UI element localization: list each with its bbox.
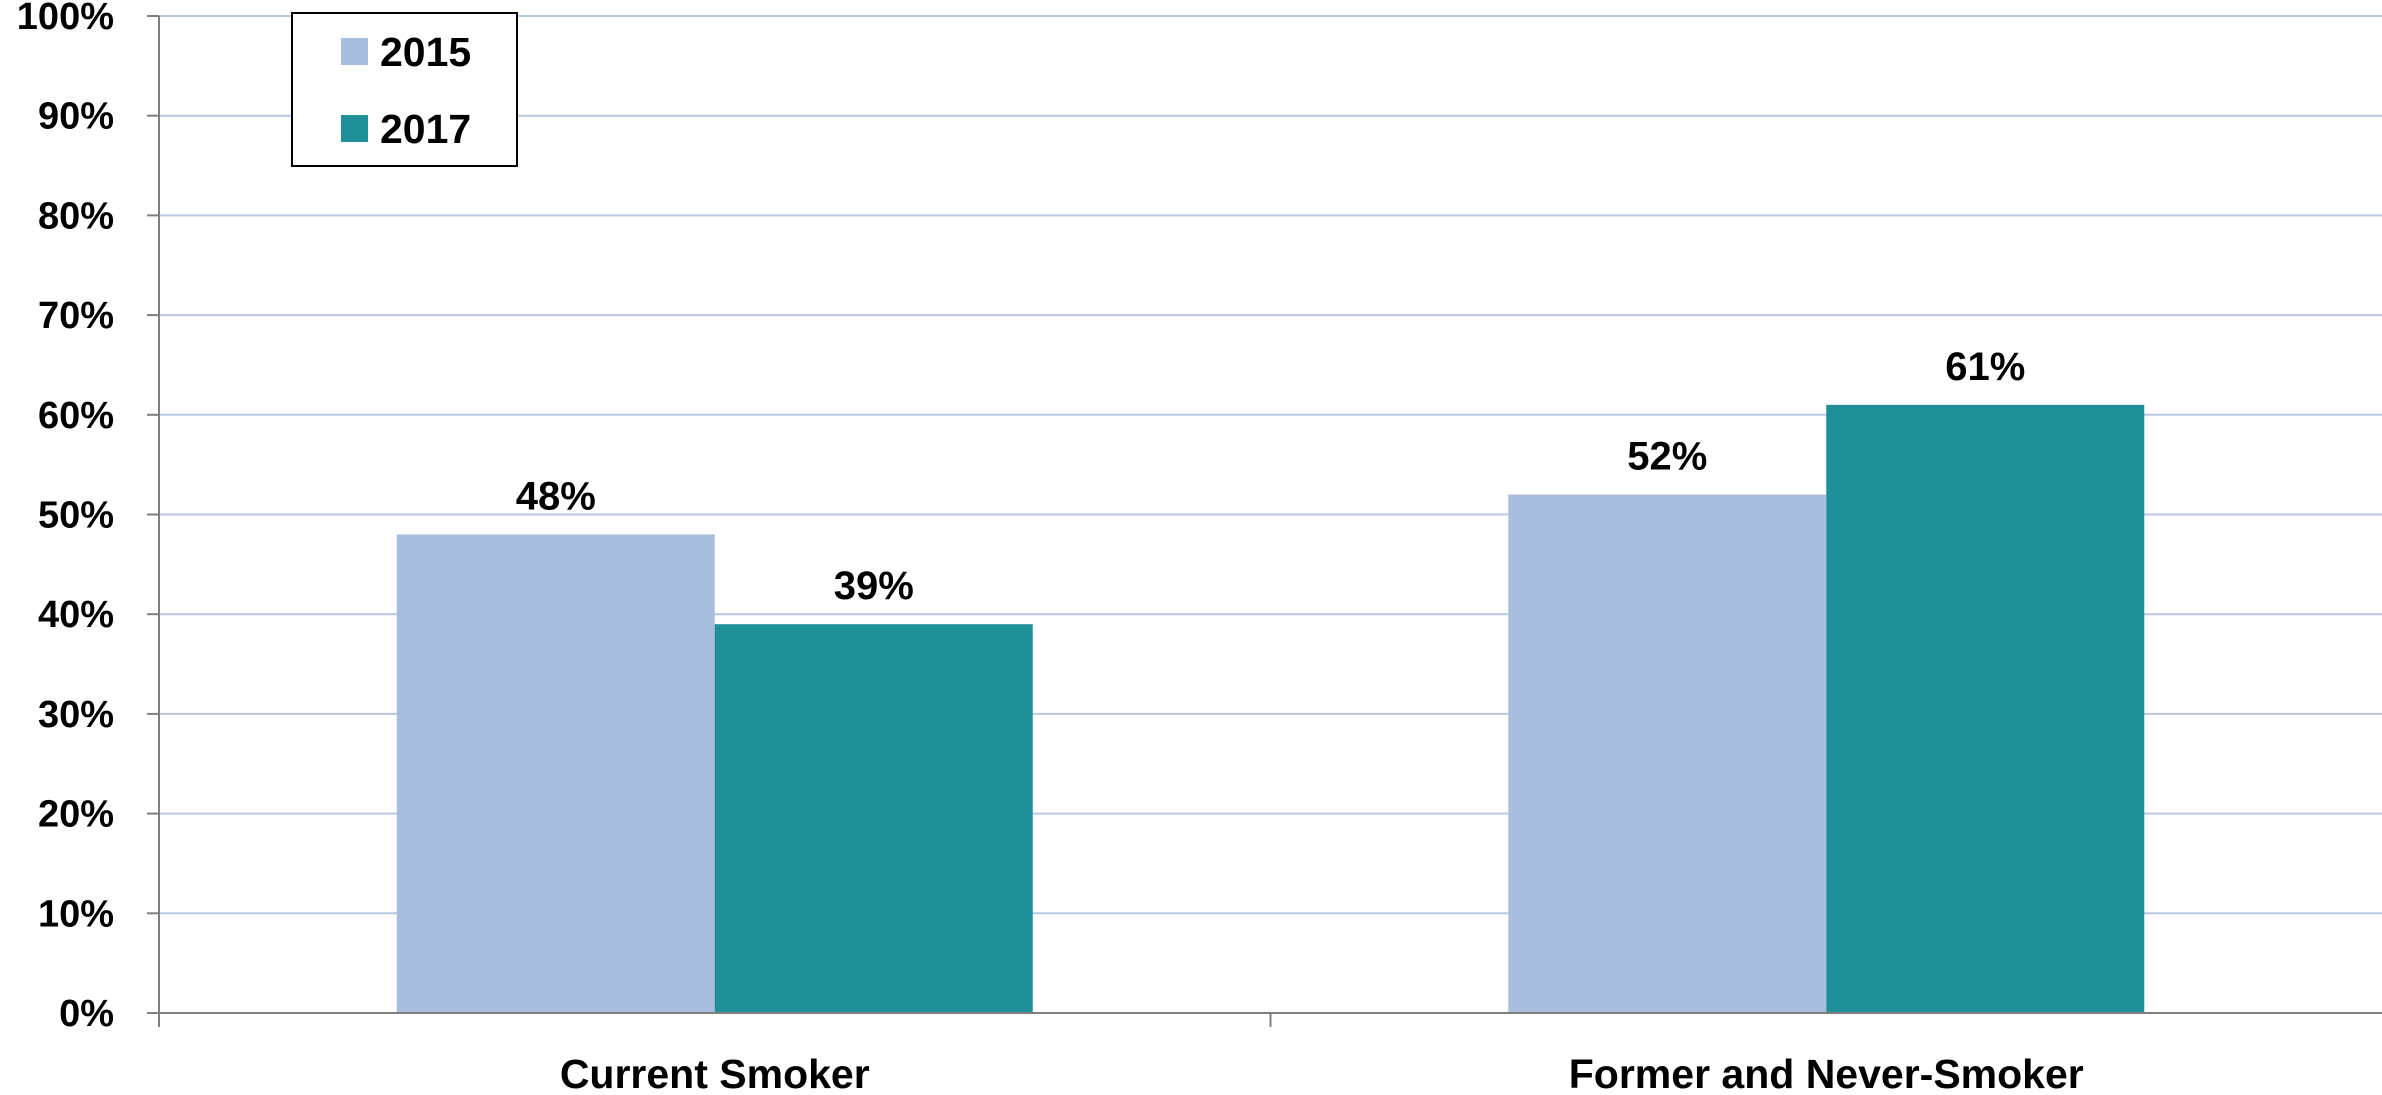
- legend-label: 2015: [380, 29, 471, 75]
- data-label: 52%: [1627, 435, 1707, 479]
- y-axis-ticks: 0% 10% 20% 30% 40% 50% 60% 70% 80% 90% 100%: [17, 0, 114, 1035]
- y-tick-label: 0%: [59, 993, 114, 1035]
- y-tick-label: 70%: [38, 295, 114, 337]
- data-labels: 48% 39% 52% 61%: [516, 345, 2026, 608]
- bar-2017-1: [1826, 404, 2145, 1014]
- legend-box: [291, 12, 518, 167]
- y-tick-label: 10%: [38, 893, 114, 935]
- data-label: 48%: [516, 474, 596, 518]
- x-category-label: Current Smoker: [560, 1051, 870, 1095]
- bar-2015-0: [396, 534, 715, 1013]
- data-label: 39%: [834, 564, 914, 608]
- y-tick-label: 40%: [38, 594, 114, 636]
- legend-label: 2017: [380, 106, 471, 152]
- y-tick-label: 30%: [38, 694, 114, 736]
- legend-swatch: [341, 115, 368, 142]
- y-tick-label: 90%: [38, 96, 114, 138]
- data-label: 61%: [1945, 345, 2025, 389]
- legend: 2015 2017: [291, 12, 518, 167]
- bars: [396, 404, 2145, 1014]
- y-tick-label: 20%: [38, 794, 114, 836]
- y-tick-label: 80%: [38, 195, 114, 237]
- axes: [147, 15, 2382, 1027]
- bar-2017-0: [714, 624, 1033, 1013]
- y-tick-label: 50%: [38, 495, 114, 537]
- x-category-label: Former and Never-Smoker: [1569, 1051, 2084, 1095]
- y-tick-label: 100%: [17, 0, 114, 38]
- y-tick-label: 60%: [38, 395, 114, 437]
- bar-2015-1: [1508, 494, 1827, 1013]
- x-axis-categories: Current Smoker Former and Never-Smoker: [560, 1051, 2084, 1095]
- legend-swatch: [341, 38, 368, 65]
